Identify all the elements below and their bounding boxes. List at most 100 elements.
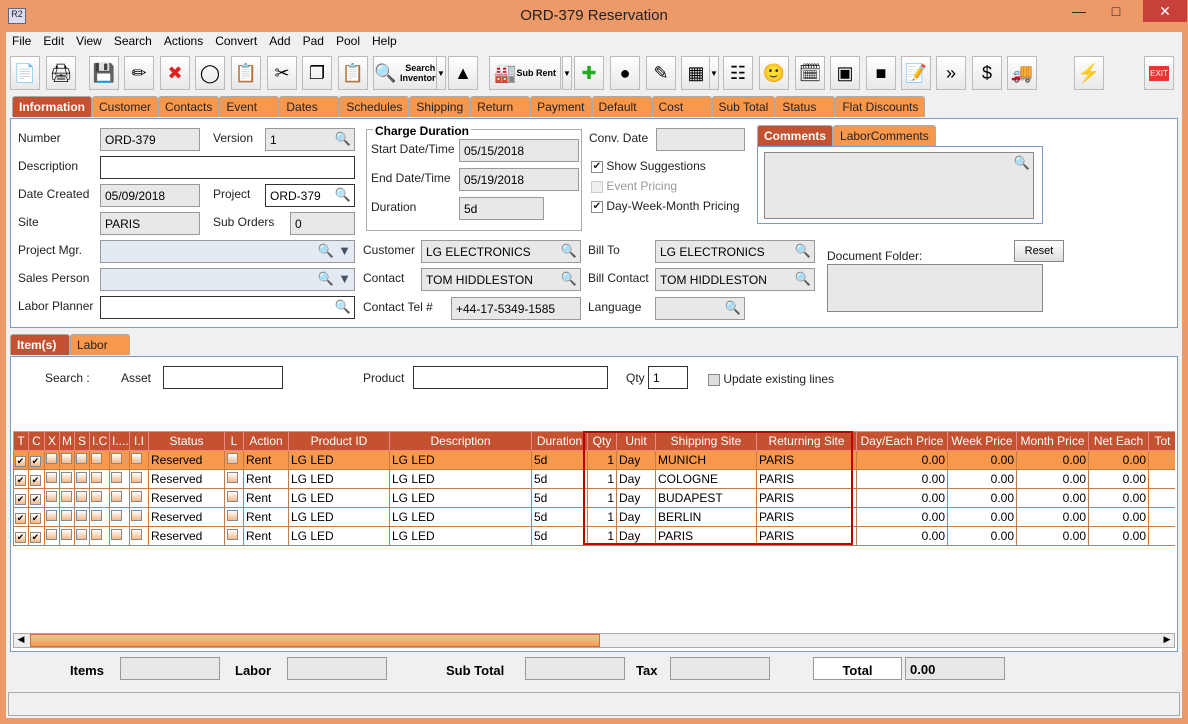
version-field[interactable]: 1 🔍 xyxy=(265,128,355,151)
cell-tot[interactable] xyxy=(1148,469,1175,489)
cell-week[interactable]: 0.00 xyxy=(947,469,1017,489)
menu-pool[interactable]: Pool xyxy=(335,34,360,48)
grid-dropdown[interactable]: ▼ xyxy=(709,56,719,90)
row-checkbox[interactable] xyxy=(46,529,57,540)
row-checkbox[interactable] xyxy=(131,529,142,540)
row-checkbox[interactable] xyxy=(46,453,57,464)
tab-item-s-[interactable]: Item(s) xyxy=(10,334,70,355)
number-field[interactable]: ORD-379 xyxy=(100,128,200,151)
event-pricing-checkbox[interactable]: Event Pricing xyxy=(591,179,677,193)
save-button[interactable]: 💾 xyxy=(89,56,119,90)
cell-day[interactable]: 0.00 xyxy=(856,526,948,546)
cell-status[interactable]: Reserved xyxy=(148,469,225,489)
column-header[interactable]: T xyxy=(13,431,29,451)
tab-default[interactable]: Default xyxy=(591,96,652,117)
tab-schedules[interactable]: Schedules xyxy=(339,96,410,117)
column-header[interactable]: X xyxy=(44,431,60,451)
column-header[interactable]: Action xyxy=(243,431,289,451)
description-field[interactable] xyxy=(100,156,355,179)
stamp-button[interactable]: ▣ xyxy=(830,56,860,90)
tab-payment[interactable]: Payment xyxy=(530,96,592,117)
cell-tot[interactable] xyxy=(1148,488,1175,508)
row-checkbox[interactable] xyxy=(91,472,102,483)
tab-flat-discounts[interactable]: Flat Discounts xyxy=(835,96,926,117)
cell-description[interactable]: LG LED xyxy=(389,469,532,489)
truck-button[interactable]: 🚚 xyxy=(1007,56,1037,90)
row-checkbox[interactable]: ✔ xyxy=(15,456,26,467)
column-header[interactable]: C xyxy=(28,431,45,451)
row-checkbox[interactable] xyxy=(111,510,122,521)
bill-contact-field[interactable]: TOM HIDDLESTON 🔍 xyxy=(655,268,815,291)
column-header[interactable]: I.I xyxy=(129,431,149,451)
cell-net[interactable]: 0.00 xyxy=(1088,450,1149,470)
project-field[interactable]: ORD-379 🔍 xyxy=(265,184,355,207)
menu-file[interactable]: File xyxy=(12,34,32,48)
row-checkbox[interactable] xyxy=(111,491,122,502)
row-checkbox[interactable]: ✔ xyxy=(30,532,41,543)
cell-tot[interactable] xyxy=(1148,450,1175,470)
column-header[interactable]: Status xyxy=(148,431,225,451)
cell-action[interactable]: Rent xyxy=(243,488,289,508)
cell-description[interactable]: LG LED xyxy=(389,450,532,470)
cell-product-id[interactable]: LG LED xyxy=(288,450,390,470)
lightning-button[interactable]: ⚡ xyxy=(1074,56,1104,90)
product-input[interactable] xyxy=(413,366,608,389)
cell-duration[interactable]: 5d xyxy=(531,450,588,470)
row-checkbox[interactable] xyxy=(111,453,122,464)
cell-action[interactable]: Rent xyxy=(243,450,289,470)
conv-date-field[interactable] xyxy=(656,128,745,151)
start-date-field[interactable]: 05/15/2018 xyxy=(459,139,579,162)
shapes-button[interactable]: ▲ xyxy=(448,56,478,90)
cell-returning[interactable]: PARIS xyxy=(756,450,857,470)
asset-input[interactable] xyxy=(163,366,283,389)
table-row[interactable]: ✔ ✔ Reserved Rent LG LED LG LED 5d 1 Day PARIS PAR… xyxy=(13,526,1175,546)
cell-unit[interactable]: Day xyxy=(616,450,656,470)
row-checkbox[interactable] xyxy=(46,510,57,521)
cube-button[interactable]: ■ xyxy=(866,56,896,90)
table-row[interactable]: ✔ ✔ Reserved Rent LG LED LG LED 5d 1 Day MUNICH PA… xyxy=(13,450,1175,470)
search-icon[interactable]: 🔍 xyxy=(334,187,351,202)
column-header[interactable]: Day/Each Price xyxy=(856,431,948,451)
cell-day[interactable]: 0.00 xyxy=(856,488,948,508)
cell-net[interactable]: 0.00 xyxy=(1088,488,1149,508)
row-checkbox[interactable] xyxy=(61,472,72,483)
cell-month[interactable]: 0.00 xyxy=(1016,488,1089,508)
row-checkbox[interactable] xyxy=(227,472,238,483)
close-button[interactable]: ✕ xyxy=(1143,0,1187,22)
column-header[interactable]: L xyxy=(224,431,244,451)
new-document-button[interactable]: 📄 xyxy=(10,56,40,90)
row-checkbox[interactable] xyxy=(61,529,72,540)
cell-week[interactable]: 0.00 xyxy=(947,507,1017,527)
table-row[interactable]: ✔ ✔ Reserved Rent LG LED LG LED 5d 1 Day BUDAPEST… xyxy=(13,488,1175,508)
column-header[interactable]: Duration xyxy=(531,431,588,451)
cell-action[interactable]: Rent xyxy=(243,526,289,546)
menu-add[interactable]: Add xyxy=(269,34,291,48)
sales-person-field[interactable]: 🔍 ▼ xyxy=(100,268,355,291)
cell-net[interactable]: 0.00 xyxy=(1088,469,1149,489)
row-checkbox[interactable] xyxy=(131,472,142,483)
contact-tel-field[interactable]: +44-17-5349-1585 xyxy=(451,297,581,320)
tab-contacts[interactable]: Contacts xyxy=(158,96,220,117)
grid-button[interactable]: ▦ xyxy=(681,56,711,90)
tab-return[interactable]: Return xyxy=(470,96,531,117)
cell-product-id[interactable]: LG LED xyxy=(288,507,390,527)
search-icon[interactable]: 🔍 xyxy=(334,131,351,146)
cell-description[interactable]: LG LED xyxy=(389,507,532,527)
column-header[interactable]: I.C xyxy=(89,431,110,451)
row-checkbox[interactable] xyxy=(131,510,142,521)
cell-status[interactable]: Reserved xyxy=(148,507,225,527)
tab-shipping[interactable]: Shipping xyxy=(409,96,471,117)
row-checkbox[interactable] xyxy=(91,529,102,540)
row-checkbox[interactable] xyxy=(111,529,122,540)
duration-field[interactable]: 5d xyxy=(459,197,544,220)
row-checkbox[interactable] xyxy=(76,510,87,521)
reset-button[interactable]: Reset xyxy=(1014,240,1064,262)
column-header[interactable]: M xyxy=(59,431,75,451)
tab-information[interactable]: Information xyxy=(12,96,92,117)
project-mgr-field[interactable]: 🔍 ▼ xyxy=(100,240,355,263)
cell-month[interactable]: 0.00 xyxy=(1016,450,1089,470)
maximize-button[interactable]: □ xyxy=(1111,3,1121,19)
scroll-right-icon[interactable]: ▶ xyxy=(1163,634,1171,644)
cell-product-id[interactable]: LG LED xyxy=(288,526,390,546)
customer-field[interactable]: LG ELECTRONICS 🔍 xyxy=(421,240,581,263)
